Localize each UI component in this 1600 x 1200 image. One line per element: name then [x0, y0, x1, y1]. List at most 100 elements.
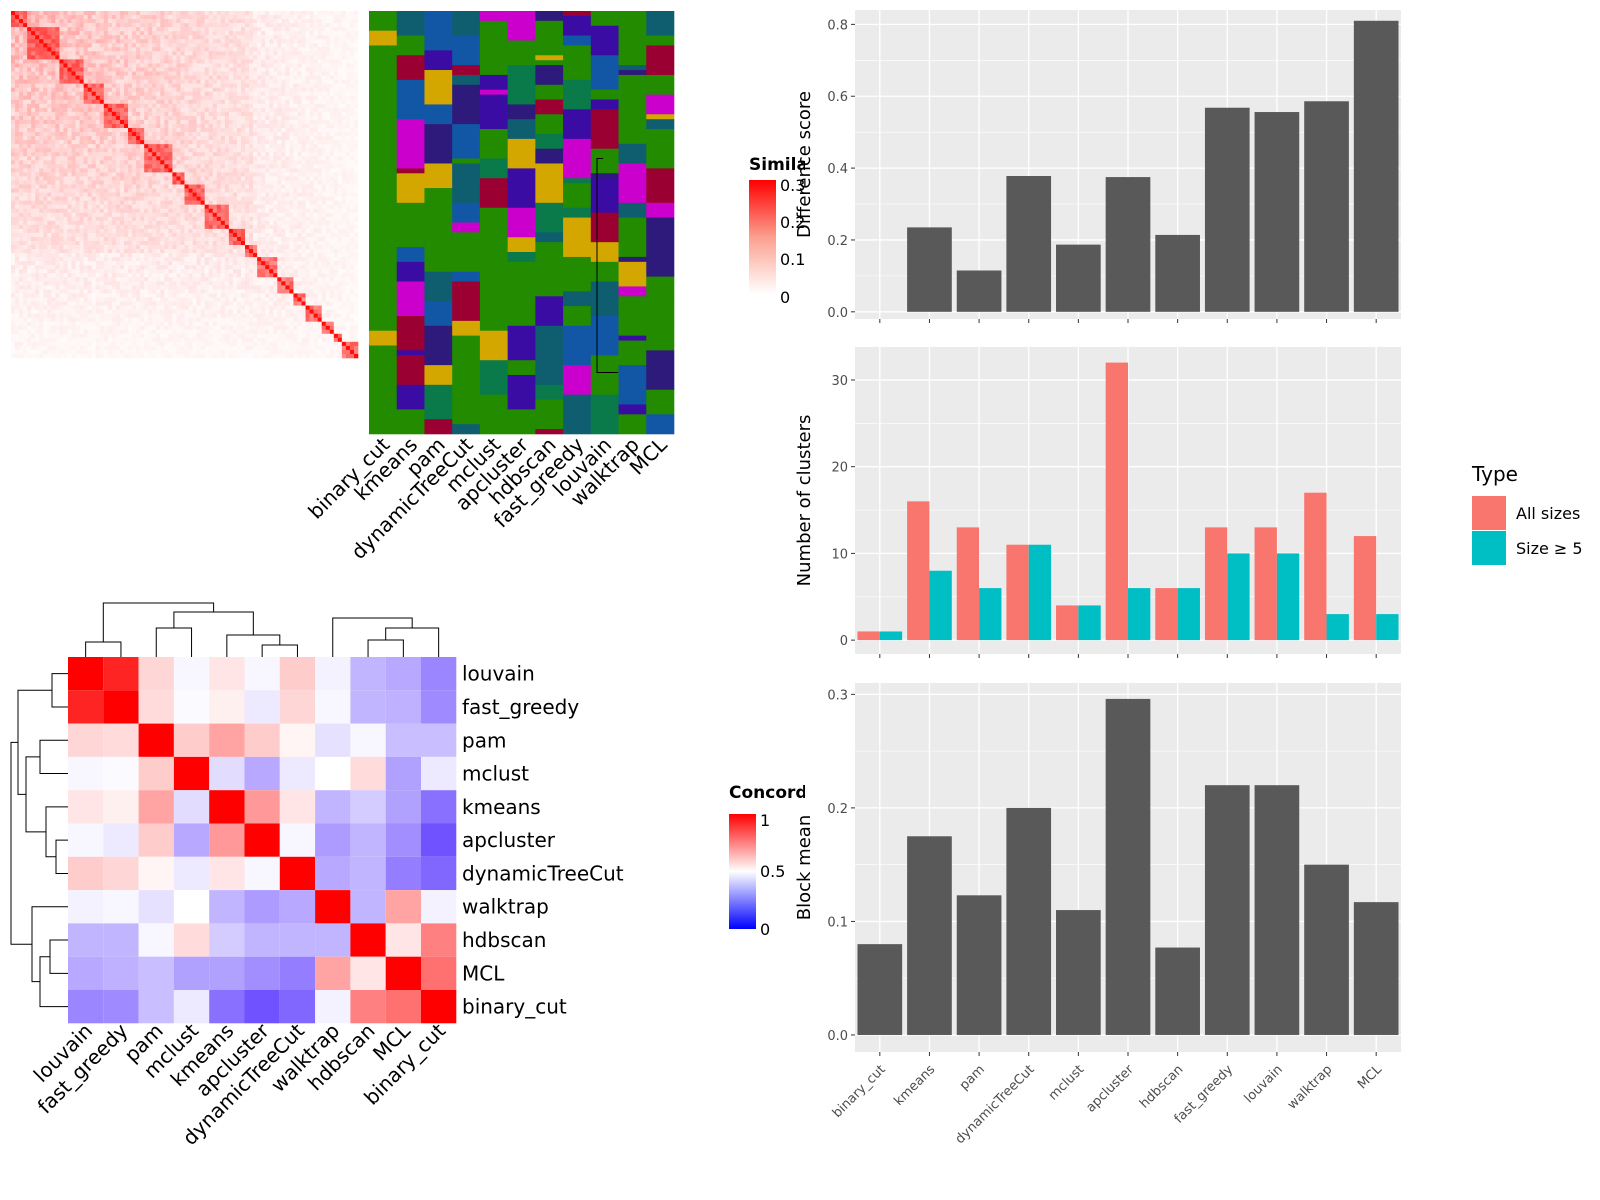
heatmap-cell [55, 87, 60, 92]
heatmap-cell [192, 31, 197, 36]
heatmap-cell [196, 128, 201, 133]
heatmap-cell [79, 43, 84, 48]
heatmap-cell [293, 136, 298, 141]
heatmap-cell [99, 15, 105, 20]
heatmap-cell [253, 55, 258, 60]
heatmap-cell [228, 132, 234, 137]
heatmap-cell [164, 119, 169, 125]
heatmap-cell [329, 19, 335, 24]
heatmap-cell [180, 63, 185, 68]
heatmap-cell [103, 95, 109, 101]
heatmap-cell [79, 83, 84, 88]
heatmap-cell [228, 224, 234, 230]
heatmap-cell [273, 91, 278, 97]
heatmap-cell [115, 132, 121, 137]
heatmap-cell [115, 11, 121, 16]
heatmap-cell [353, 95, 359, 101]
heatmap-cell [341, 43, 347, 48]
heatmap-cell [79, 224, 84, 230]
heatmap-cell [261, 152, 266, 157]
heatmap-cell [192, 156, 197, 161]
heatmap-cell [236, 63, 242, 68]
heatmap-cell [103, 31, 109, 36]
heatmap-cell [91, 51, 97, 56]
heatmap-cell [184, 172, 189, 177]
heatmap-cell [136, 67, 141, 72]
heatmap-cell [87, 35, 92, 40]
heatmap-cell [67, 180, 72, 185]
heatmap-cell [144, 75, 149, 80]
heatmap-cell [317, 168, 322, 173]
heatmap-cell [103, 240, 109, 246]
heatmap-cell [140, 204, 145, 209]
heatmap-cell [192, 95, 197, 101]
heatmap-cell [156, 196, 161, 201]
heatmap-cell [99, 212, 105, 218]
heatmap-cell [345, 192, 351, 197]
heatmap-cell [128, 103, 133, 109]
heatmap-cell [115, 119, 121, 125]
heatmap-cell [71, 228, 76, 234]
heatmap-cell [75, 47, 80, 52]
heatmap-cell [107, 148, 113, 153]
heatmap-cell [176, 148, 181, 153]
heatmap-cell [107, 79, 113, 84]
heatmap-cell [11, 15, 16, 20]
heatmap-cell [91, 132, 97, 137]
heatmap-cell [285, 83, 290, 88]
heatmap-cell [220, 224, 226, 230]
heatmap-cell [140, 208, 145, 214]
heatmap-cell [164, 152, 169, 157]
heatmap-cell [216, 87, 222, 92]
heatmap-cell [313, 160, 318, 165]
heatmap-cell [91, 160, 97, 165]
heatmap-cell [168, 71, 173, 76]
heatmap-cell [95, 35, 101, 40]
heatmap-cell [23, 75, 28, 80]
heatmap-cell [95, 144, 101, 149]
heatmap-cell [115, 236, 121, 242]
heatmap-cell [329, 79, 335, 84]
heatmap-cell [39, 95, 44, 101]
heatmap-cell [240, 43, 246, 48]
heatmap-cell [236, 140, 242, 145]
heatmap-cell [337, 224, 343, 230]
heatmap-cell [91, 115, 97, 121]
heatmap-cell [301, 15, 306, 20]
heatmap-cell [240, 11, 246, 16]
heatmap-cell [11, 245, 16, 250]
heatmap-cell [95, 136, 101, 141]
heatmap-cell [224, 59, 230, 64]
heatmap-cell [289, 132, 294, 137]
heatmap-cell [79, 128, 84, 133]
heatmap-cell [148, 63, 153, 68]
heatmap-cell [67, 232, 72, 238]
heatmap-cell [261, 111, 266, 117]
heatmap-cell [309, 156, 314, 161]
heatmap-cell [353, 11, 359, 16]
heatmap-cell [349, 140, 355, 145]
heatmap-cell [257, 47, 262, 52]
heatmap-cell [87, 212, 92, 218]
heatmap-cell [75, 51, 80, 56]
heatmap-cell [128, 67, 133, 72]
heatmap-cell [152, 47, 157, 52]
heatmap-cell [224, 35, 230, 40]
heatmap-cell [329, 35, 335, 40]
heatmap-cell [184, 47, 189, 52]
heatmap-cell [99, 39, 105, 44]
heatmap-cell [253, 224, 258, 230]
heatmap-cell [184, 180, 189, 185]
heatmap-cell [236, 144, 242, 149]
heatmap-cell [345, 220, 351, 226]
heatmap-cell [31, 176, 36, 181]
heatmap-cell [128, 107, 133, 113]
heatmap-cell [164, 35, 169, 40]
heatmap-cell [123, 156, 129, 161]
heatmap-cell [204, 188, 209, 193]
heatmap-cell [188, 172, 193, 177]
heatmap-cell [71, 47, 76, 52]
heatmap-cell [79, 240, 84, 246]
heatmap-cell [128, 136, 133, 141]
heatmap-cell [140, 192, 145, 197]
